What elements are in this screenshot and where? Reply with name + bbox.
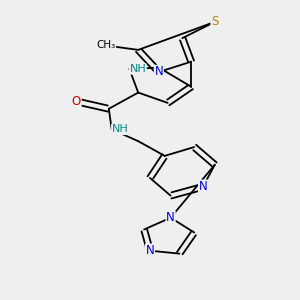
Text: N: N [166,211,175,224]
Text: N: N [154,65,163,79]
Text: NH: NH [129,64,146,74]
Text: CH₃: CH₃ [96,40,116,50]
Text: S: S [211,15,218,28]
Text: NH: NH [112,124,128,134]
Text: N: N [146,244,154,257]
Text: N: N [199,180,207,193]
Text: O: O [72,95,81,108]
